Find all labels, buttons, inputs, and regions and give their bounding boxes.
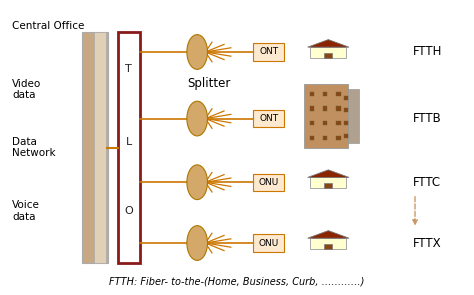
Text: ONT: ONT [259, 114, 278, 123]
Bar [310, 121, 314, 125]
Bar [254, 43, 284, 61]
Bar [254, 110, 284, 127]
Polygon shape [308, 170, 349, 177]
Text: FTTX: FTTX [413, 237, 441, 250]
Text: Voice
data: Voice data [12, 200, 40, 222]
Text: ONU: ONU [258, 239, 279, 248]
Text: Central Office: Central Office [12, 21, 84, 31]
Text: FTTH: Fiber- to-the-(Home, Business, Curb, …………): FTTH: Fiber- to-the-(Home, Business, Cur… [109, 276, 365, 286]
Bar [82, 32, 108, 263]
Bar [94, 32, 106, 263]
Text: FTTH: FTTH [413, 45, 442, 58]
Bar [337, 106, 341, 111]
Text: FTTB: FTTB [413, 112, 441, 125]
Text: L: L [126, 137, 132, 147]
Bar [324, 244, 332, 249]
Bar [345, 121, 348, 125]
Bar [324, 53, 332, 58]
Text: Splitter: Splitter [187, 77, 230, 90]
Text: ONT: ONT [259, 47, 278, 56]
Polygon shape [308, 40, 349, 47]
Bar [323, 136, 328, 140]
Bar [254, 234, 284, 252]
Bar [310, 136, 314, 140]
Bar [310, 177, 346, 189]
Text: Data
Network: Data Network [12, 137, 56, 158]
Bar [310, 238, 346, 249]
Text: FTTC: FTTC [413, 176, 441, 189]
Bar [345, 96, 348, 100]
Text: O: O [124, 206, 133, 216]
Bar [118, 32, 140, 263]
Bar [304, 84, 348, 148]
Ellipse shape [187, 165, 208, 200]
Bar [337, 92, 341, 96]
Bar [337, 121, 341, 125]
Bar [310, 47, 346, 58]
Text: T: T [126, 64, 132, 74]
Bar [345, 108, 348, 112]
Text: ONU: ONU [258, 178, 279, 187]
Ellipse shape [187, 101, 208, 136]
Bar [323, 106, 328, 111]
Bar [310, 92, 314, 96]
Bar [323, 92, 328, 96]
Bar [324, 183, 332, 189]
Ellipse shape [187, 226, 208, 260]
Text: Video
data: Video data [12, 79, 41, 100]
Bar [254, 173, 284, 191]
Bar [345, 134, 348, 138]
Polygon shape [308, 231, 349, 238]
Bar [323, 121, 328, 125]
Bar [342, 89, 359, 143]
Bar [310, 106, 314, 111]
Ellipse shape [187, 35, 208, 69]
Bar [337, 136, 341, 140]
